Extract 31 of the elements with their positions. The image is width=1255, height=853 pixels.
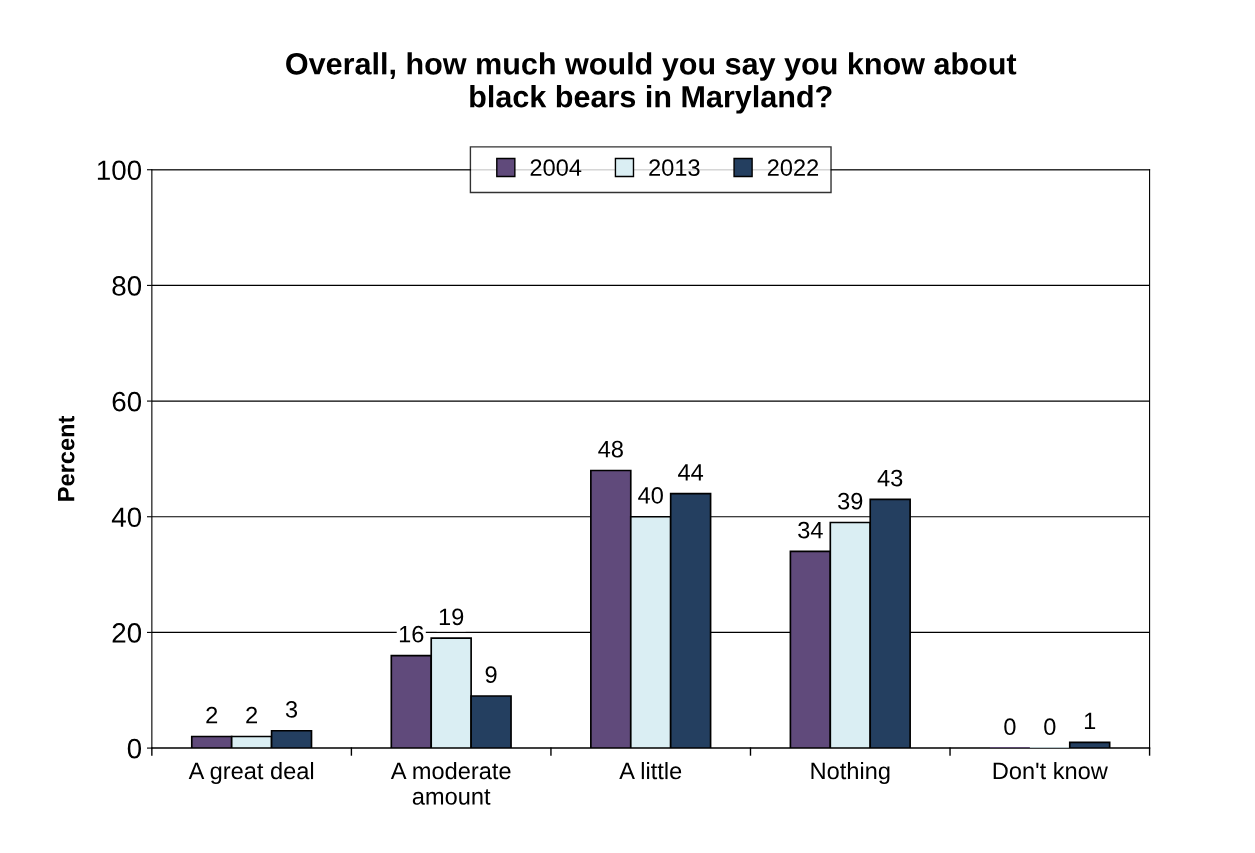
data-label: 43 <box>877 469 903 487</box>
y-tick-label: 60 <box>112 391 142 412</box>
legend-label: 2022 <box>767 159 819 176</box>
y-tick-label: 0 <box>127 738 142 759</box>
data-label: 2 <box>246 706 258 724</box>
legend-label: 2004 <box>530 159 582 176</box>
y-tick-label: 20 <box>112 623 142 643</box>
x-tick-label: Don't know <box>993 761 1108 780</box>
data-label: 48 <box>598 440 623 458</box>
data-label: 16 <box>399 625 424 643</box>
data-label: 2 <box>206 706 218 724</box>
data-label: 19 <box>439 608 464 626</box>
x-tick-label: Nothing <box>811 761 890 784</box>
data-label: 44 <box>678 464 704 481</box>
data-label: 3 <box>285 701 298 718</box>
y-tick-label: 40 <box>111 507 142 528</box>
data-label: 0 <box>1004 718 1016 736</box>
legend-label: 2013 <box>649 159 700 176</box>
data-label: 9 <box>485 666 497 684</box>
x-tick-label: A great deal <box>188 761 314 784</box>
data-label: 34 <box>798 521 823 539</box>
x-tick-label: A moderate amount <box>390 761 511 805</box>
y-tick-label: 80 <box>112 276 142 296</box>
data-label: 1 <box>1084 712 1096 730</box>
x-tick-label: A little <box>619 761 682 780</box>
chart-title: Overall, how much would you say you know about black bears in Maryland? <box>286 52 1017 114</box>
data-label: 40 <box>638 487 663 504</box>
data-label: 0 <box>1044 718 1056 736</box>
y-axis-title: Percent <box>57 415 75 501</box>
y-tick-label: 100 <box>97 160 142 181</box>
data-label: 39 <box>838 492 863 510</box>
